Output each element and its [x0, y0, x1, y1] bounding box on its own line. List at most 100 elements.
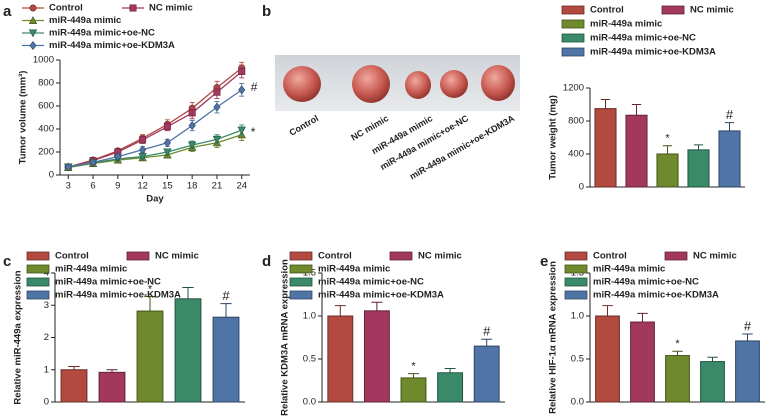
legend-label: miR-449a mimic [55, 264, 127, 275]
series-line [68, 129, 242, 168]
error-bar [444, 367, 456, 373]
panel-letter: d [262, 253, 271, 270]
y-tick-label: 1.0 [571, 311, 584, 322]
series-line [68, 134, 242, 169]
legend-swatch [26, 290, 50, 300]
legend-label: miR-449a mimic+oe-KDM3A [49, 40, 175, 51]
y-tick-label: 0.0 [571, 397, 584, 408]
marker [238, 68, 246, 76]
legend-marker [129, 4, 137, 12]
legend-label: Control [49, 3, 83, 14]
y-tick-label: 1.0 [303, 311, 316, 322]
legend-swatch [664, 251, 688, 261]
x-tick-label: 21 [212, 181, 223, 192]
tumor [481, 65, 515, 101]
legend-swatch [564, 290, 588, 300]
bar [625, 114, 648, 188]
y-axis-label: Relative KDM3A mRNA expression [280, 259, 291, 416]
error-bar [742, 333, 753, 341]
legend-label: NC mimic [418, 251, 462, 262]
error-bar [631, 104, 642, 116]
series-line [68, 71, 243, 168]
legend-label: NC mimic [149, 3, 193, 14]
legend-swatch [26, 277, 50, 287]
marker [213, 102, 221, 112]
y-tick-label: 3 [44, 300, 49, 311]
panel-letter: c [3, 253, 11, 270]
error-bar [371, 301, 383, 311]
panel-letter: a [3, 3, 12, 20]
bar [665, 355, 690, 403]
legend-swatch [561, 47, 585, 57]
legend-swatch [126, 251, 150, 261]
marker [238, 85, 246, 95]
y-tick-label: 2 [44, 332, 49, 343]
legend-marker [29, 4, 37, 12]
significance-label: * [675, 338, 680, 350]
significance-label: * [251, 125, 256, 139]
legend-swatch [564, 251, 588, 261]
error-bar [724, 122, 735, 131]
x-tick-label: 6 [90, 181, 95, 192]
bar [363, 310, 390, 403]
significance-label: # [222, 288, 230, 303]
bar [718, 130, 741, 188]
legend-marker [29, 41, 37, 50]
significance-label: # [726, 107, 734, 122]
error-bar [481, 338, 493, 347]
legend-swatch [561, 19, 585, 29]
x-tick-label: 12 [137, 181, 148, 192]
error-bar [662, 145, 673, 154]
x-tick-label: 9 [115, 181, 120, 192]
error-bar [637, 312, 648, 323]
series-line [68, 67, 243, 168]
panel-letter: b [262, 3, 271, 20]
x-tick-label: 3 [66, 181, 71, 192]
tumor [283, 66, 321, 102]
marker [114, 152, 122, 162]
bar [60, 369, 88, 403]
legend-marker [28, 29, 38, 38]
bar [656, 153, 679, 188]
error-bar [220, 303, 232, 318]
bar [595, 315, 620, 403]
legend-swatch [561, 33, 585, 43]
marker [139, 145, 147, 155]
tumor-photo [275, 55, 520, 111]
error-bar [144, 296, 156, 312]
error-bar [602, 305, 613, 316]
legend-label: NC mimic [690, 5, 734, 16]
x-tick-label: 24 [236, 181, 247, 192]
legend-label: miR-449a mimic [593, 264, 665, 275]
legend-label: miR-449a mimic+oe-KDM3A [593, 290, 719, 301]
bar [700, 361, 725, 403]
significance-label: # [251, 80, 258, 94]
legend-label: NC mimic [693, 251, 737, 262]
y-tick-label: 0.5 [303, 354, 316, 365]
legend-label: Control [55, 251, 89, 262]
panel-letter: e [540, 253, 548, 270]
legend-label: miR-449a mimic+oe-NC [318, 277, 424, 288]
bar [687, 149, 710, 188]
legend-swatch [289, 251, 313, 261]
y-tick-label: 0.5 [571, 354, 584, 365]
photo-label: Control [287, 113, 320, 138]
marker [188, 109, 196, 117]
significance-label: # [483, 324, 491, 339]
legend-label: Control [590, 5, 624, 16]
x-tick-label: 15 [162, 181, 173, 192]
legend-label: miR-449a mimic+oe-KDM3A [318, 290, 444, 301]
error-bar [408, 373, 419, 378]
tumor [352, 65, 390, 103]
marker [212, 135, 222, 144]
y-tick-label: 800 [568, 116, 584, 127]
legend-swatch [26, 264, 50, 274]
marker [139, 136, 147, 144]
legend-label: miR-449a mimic+oe-NC [49, 28, 155, 39]
y-tick-label: 1 [44, 364, 49, 375]
y-tick-label: 200 [38, 147, 54, 158]
significance-label: * [665, 133, 670, 145]
legend-label: miR-449a mimic+oe-NC [593, 277, 699, 288]
legend-label: miR-449a mimic+oe-NC [590, 33, 696, 44]
